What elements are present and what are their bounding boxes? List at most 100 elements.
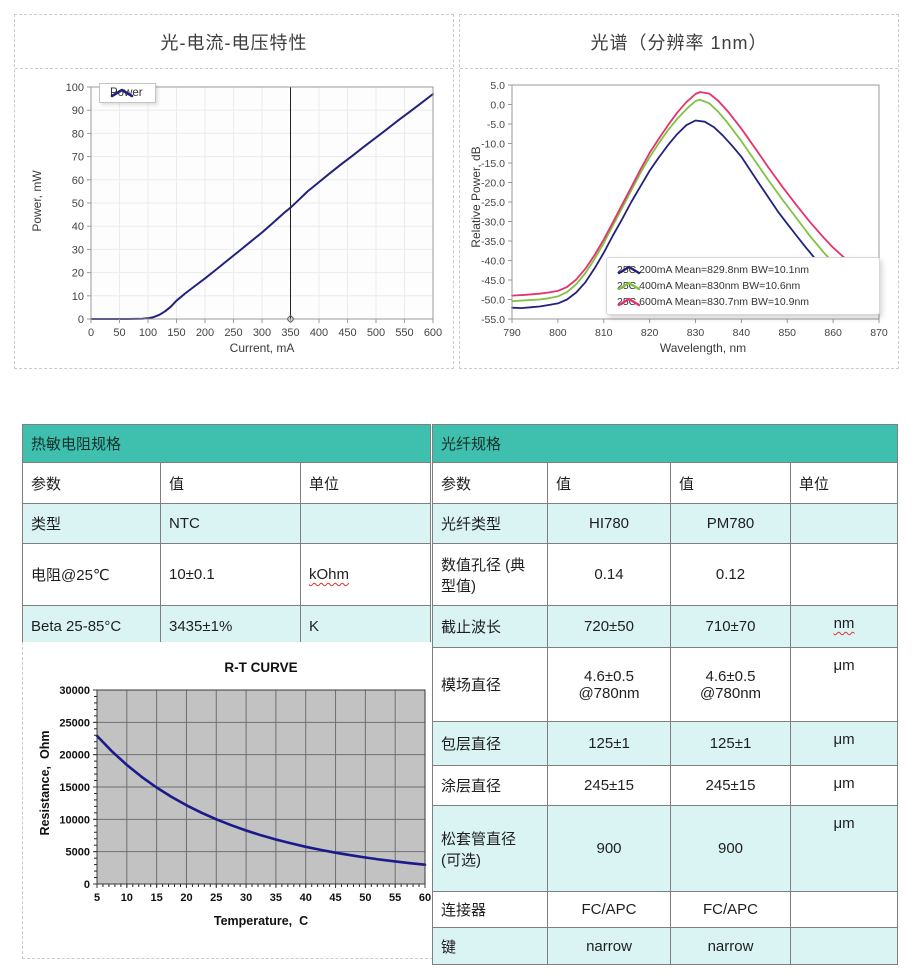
thermistor-table-caption: 热敏电阻规格 <box>22 424 431 463</box>
svg-text:790: 790 <box>503 327 521 339</box>
unit-cell <box>789 891 899 928</box>
value1-cell: HI780 <box>547 503 671 544</box>
param-cell: Beta 25-85°C <box>22 605 161 648</box>
svg-text:45: 45 <box>329 892 341 904</box>
svg-text:15000: 15000 <box>59 782 90 794</box>
svg-text:0: 0 <box>78 314 84 326</box>
svg-text:55: 55 <box>389 892 401 904</box>
svg-text:-40.0: -40.0 <box>481 256 505 268</box>
table-row: 电阻@25℃ 10±0.1 kOhm <box>22 543 431 606</box>
liv-panel: 光-电流-电压特性 0 50 100 150 200 250 300 350 400 450 500… <box>14 14 454 369</box>
unit-text-misspelled: kOhm <box>309 566 350 583</box>
liv-y-axis-label: Power, mW <box>30 170 44 232</box>
param-cell: 涂层直径 <box>432 765 548 806</box>
svg-text:-45.0: -45.0 <box>481 275 505 287</box>
svg-text:-5.0: -5.0 <box>487 119 505 131</box>
svg-text:870: 870 <box>870 327 888 339</box>
param-cell: 电阻@25℃ <box>22 543 161 606</box>
svg-text:30: 30 <box>72 244 84 256</box>
table-row: 松套管直径 (可选) 900 900 μm <box>432 805 899 892</box>
svg-text:550: 550 <box>395 327 413 339</box>
svg-text:5.0: 5.0 <box>490 80 505 92</box>
param-cell: 数值孔径 (典型值) <box>432 543 548 606</box>
rt-chart-title: R-T CURVE <box>224 660 298 675</box>
value2-cell: PM780 <box>670 503 791 544</box>
unit-cell <box>789 927 899 965</box>
liv-x-axis-label: Current, mA <box>229 341 295 355</box>
svg-text:35: 35 <box>270 892 282 904</box>
col-header-value2: 值 <box>670 462 791 504</box>
fiber-table-header-row: 参数 值 值 单位 <box>432 462 899 504</box>
col-header-value: 值 <box>160 462 301 504</box>
value1-cell: 4.6±0.5 @780nm <box>547 647 671 722</box>
series-200ma-label: 25C 200mA Mean=829.8nm BW=10.1nm <box>617 264 810 276</box>
power-series-swatch-icon <box>110 88 134 98</box>
svg-text:450: 450 <box>338 327 356 339</box>
svg-text:40: 40 <box>72 221 84 233</box>
unit-cell: K <box>300 605 431 648</box>
unit-cell <box>789 503 899 544</box>
param-cell: 光纤类型 <box>432 503 548 544</box>
table-row: Beta 25-85°C 3435±1% K <box>22 605 431 648</box>
value1-cell: 900 <box>547 805 671 892</box>
svg-text:-15.0: -15.0 <box>481 158 505 170</box>
legend-row-600ma: 25C 600mA Mean=830.7nm BW=10.9nm <box>617 296 869 308</box>
value1-cell: 0.14 <box>547 543 671 606</box>
spectrum-panel: 光谱（分辨率 1nm） 790 800 810 820 830 840 850 860 870 5… <box>459 14 899 369</box>
unit-text-misspelled: nm <box>833 615 855 632</box>
svg-text:820: 820 <box>641 327 659 339</box>
unit-cell <box>789 543 899 606</box>
unit-cell: μm <box>789 765 899 806</box>
rt-x-axis-label: Temperature, C <box>213 914 309 928</box>
fiber-table-caption: 光纤规格 <box>431 424 899 463</box>
value1-cell: narrow <box>547 927 671 965</box>
table-row: 涂层直径 245±15 245±15 μm <box>432 765 899 806</box>
svg-text:0: 0 <box>84 879 90 891</box>
svg-text:100: 100 <box>66 82 84 94</box>
table-row: 截止波长 720±50 710±70 nm <box>432 605 899 648</box>
rt-chart: 5 10 15 20 25 30 35 40 45 50 55 60 0 5000 10000 15000 20… <box>59 686 431 904</box>
svg-text:0.0: 0.0 <box>490 100 505 112</box>
svg-text:10: 10 <box>72 291 84 303</box>
svg-text:15: 15 <box>151 892 163 904</box>
svg-text:20000: 20000 <box>59 750 90 762</box>
svg-text:850: 850 <box>778 327 796 339</box>
svg-text:300: 300 <box>253 327 271 339</box>
param-cell: 模场直径 <box>432 647 548 722</box>
svg-text:800: 800 <box>549 327 567 339</box>
unit-cell: μm <box>789 647 899 722</box>
rt-curve-cell: R-T CURVE 5 10 15 20 25 30 35 40 45 50 55 60 0 5000 10… <box>22 642 433 959</box>
svg-text:500: 500 <box>367 327 385 339</box>
svg-text:70: 70 <box>72 152 84 164</box>
svg-text:0: 0 <box>88 327 94 339</box>
fiber-table: 光纤规格 参数 值 值 单位 光纤类型 HI780 PM780 数值孔径 (典型… <box>431 424 899 965</box>
svg-text:150: 150 <box>167 327 185 339</box>
svg-text:10000: 10000 <box>59 814 90 826</box>
col-header-param: 参数 <box>432 462 548 504</box>
unit-cell: μm <box>789 721 899 766</box>
table-row: 连接器 FC/APC FC/APC <box>432 891 899 928</box>
svg-text:-35.0: -35.0 <box>481 236 505 248</box>
svg-text:25: 25 <box>210 892 222 904</box>
svg-text:810: 810 <box>595 327 613 339</box>
svg-text:840: 840 <box>733 327 751 339</box>
svg-text:-50.0: -50.0 <box>481 295 505 307</box>
value2-cell: 125±1 <box>670 721 791 766</box>
value-cell: 3435±1% <box>160 605 301 648</box>
series-400ma-label: 25C 400mA Mean=830nm BW=10.6nm <box>617 280 801 292</box>
liv-chart: 0 50 100 150 200 250 300 350 400 450 500 550 600 0 10 2… <box>66 82 443 339</box>
unit-cell: nm <box>789 605 899 648</box>
spectrum-x-axis-label: Wavelength, nm <box>659 341 747 355</box>
value2-cell: 4.6±0.5 @780nm <box>670 647 791 722</box>
value1-cell: FC/APC <box>547 891 671 928</box>
svg-text:50: 50 <box>113 327 125 339</box>
svg-text:5: 5 <box>94 892 100 904</box>
svg-text:250: 250 <box>224 327 242 339</box>
svg-text:600: 600 <box>424 327 442 339</box>
svg-text:50: 50 <box>72 198 84 210</box>
value1-cell: 720±50 <box>547 605 671 648</box>
svg-text:-55.0: -55.0 <box>481 314 505 326</box>
svg-text:25000: 25000 <box>59 717 90 729</box>
series-200ma-swatch-icon <box>617 265 641 275</box>
